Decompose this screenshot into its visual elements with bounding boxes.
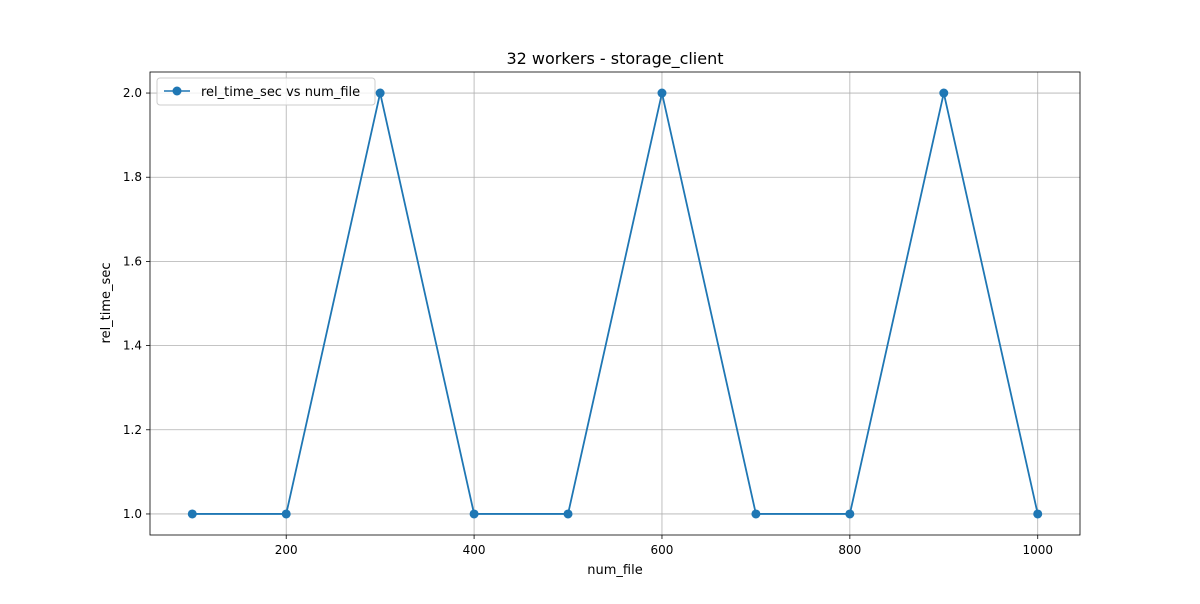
tick-labels: 200 400 600 800 1000 1.0 1.2 1.4 1.6 1.8 2.0 — [123, 86, 1053, 557]
x-tick-label: 200 — [275, 543, 298, 557]
data-point — [845, 509, 855, 519]
series-line — [192, 92, 1039, 515]
data-point — [469, 509, 479, 519]
legend-label: rel_time_sec vs num_file — [201, 85, 360, 100]
x-tick-label: 1000 — [1022, 543, 1053, 557]
y-axis-label: rel_time_sec — [99, 263, 114, 344]
x-tick-label: 800 — [838, 543, 861, 557]
legend: rel_time_sec vs num_file — [156, 77, 376, 106]
x-tick-label: 400 — [463, 543, 486, 557]
data-point — [751, 509, 761, 519]
data-point — [939, 88, 949, 98]
legend-marker-swatch — [172, 86, 182, 96]
x-tick-label: 600 — [651, 543, 674, 557]
data-point — [375, 88, 385, 98]
series-layer — [187, 88, 1043, 519]
y-tick-label: 1.2 — [123, 423, 142, 437]
data-point — [1033, 509, 1043, 519]
chart-title: 32 workers - storage_client — [506, 49, 723, 69]
y-tick-label: 1.0 — [123, 507, 142, 521]
data-point — [187, 509, 197, 519]
plot-frame — [149, 71, 1081, 536]
y-tick-label: 1.4 — [123, 339, 142, 353]
data-point — [657, 88, 667, 98]
data-point — [563, 509, 573, 519]
y-tick-label: 2.0 — [123, 86, 142, 100]
axes — [146, 71, 1081, 539]
legend-box — [156, 77, 376, 106]
y-tick-label: 1.6 — [123, 254, 142, 268]
x-axis-label: num_file — [587, 563, 642, 578]
y-tick-label: 1.8 — [123, 170, 142, 184]
data-point — [281, 509, 291, 519]
